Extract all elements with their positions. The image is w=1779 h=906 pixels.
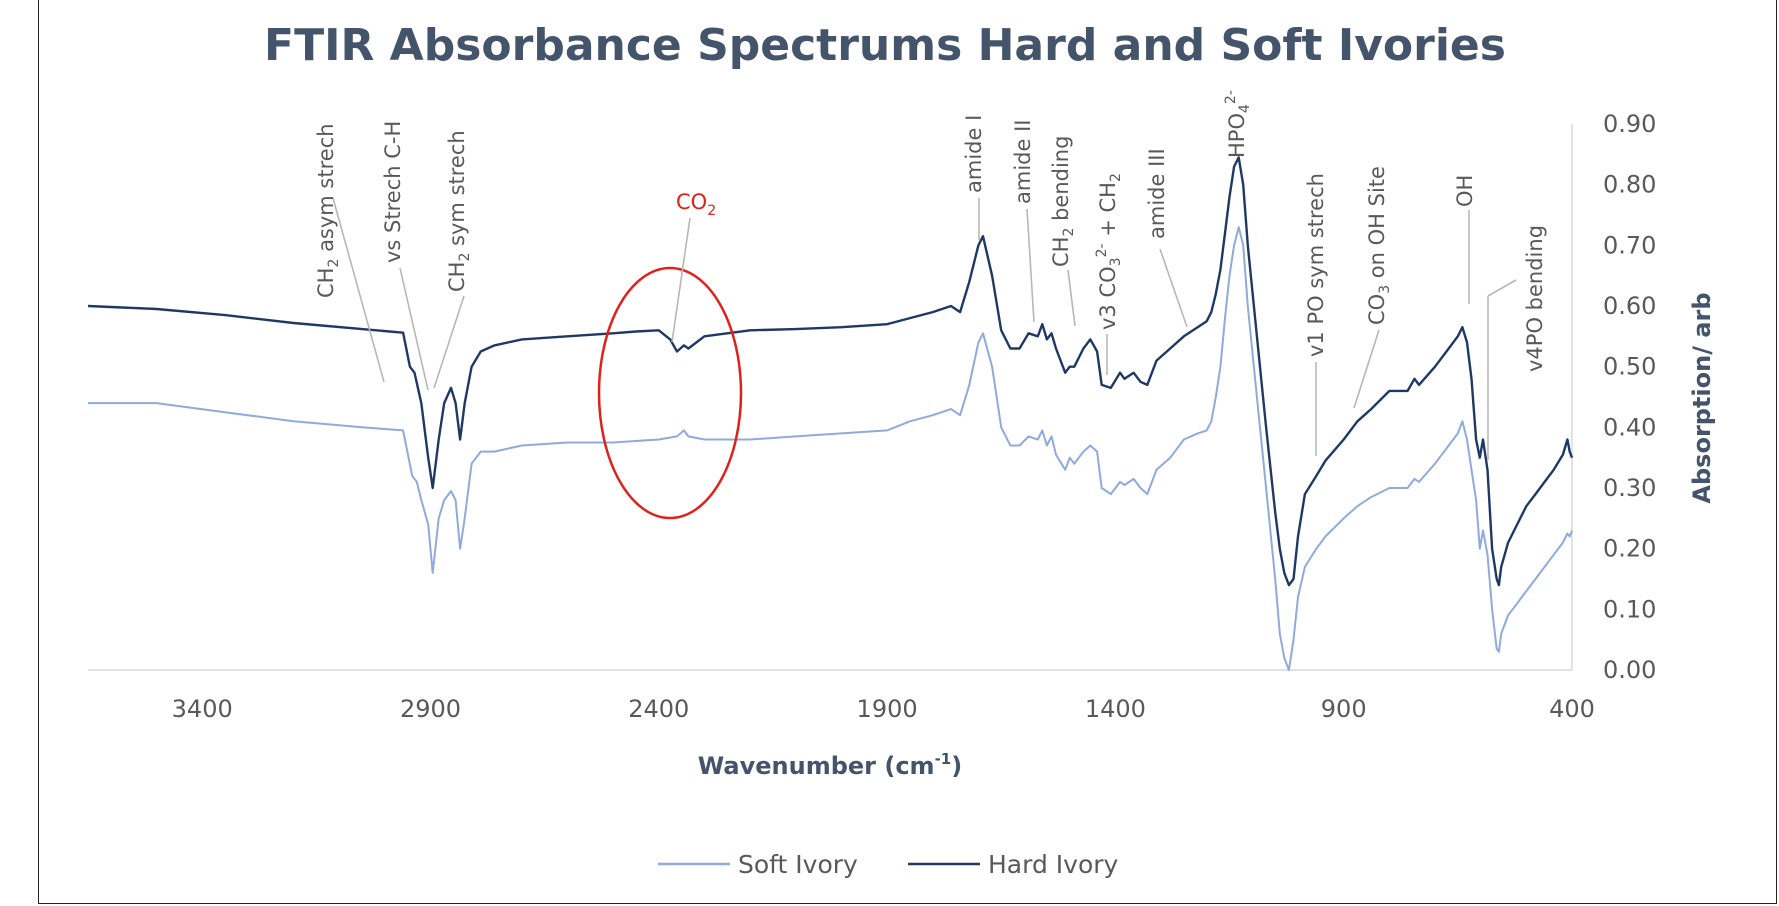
annotation-v1-po: v1 PO sym strech <box>1304 173 1328 357</box>
annotation-hpo4: HPO42- <box>1223 90 1253 158</box>
annotation-ch2-asym: CH2 asym strech <box>314 123 342 298</box>
y-tick-label: 0.70 <box>1603 231 1656 259</box>
annotation-ch2-sym: CH2 sym strech <box>445 130 473 292</box>
annotation-v3-co3: v3 CO32- + CH2 <box>1094 173 1124 330</box>
leader-amide-ii <box>1026 208 1035 323</box>
series-line-soft-ivory <box>88 226 1573 671</box>
annotation-labels: CH2 asym strech vs Strech C-H CH2 sym stre… <box>314 90 1547 372</box>
leader-vs-strech <box>399 267 429 391</box>
annotation-vs-strech: vs Strech C-H <box>381 121 405 263</box>
y-tick-label: 0.30 <box>1603 474 1656 502</box>
y-tick-labels: 0.00 0.10 0.20 0.30 0.40 0.50 0.60 0.70 0.80 0.90 <box>1603 110 1656 684</box>
leader-ch2-sym <box>433 295 465 389</box>
y-tick-label: 0.00 <box>1603 656 1656 684</box>
annotation-oh: OH <box>1453 175 1477 207</box>
annotation-v4po: v4PO bending <box>1523 225 1547 372</box>
leader-amide-iii <box>1159 248 1188 328</box>
x-tick-labels: 3400 2900 2400 1900 1400 900 400 <box>172 695 1595 723</box>
x-tick-label: 2900 <box>400 695 461 723</box>
annotation-amide-ii: amide II <box>1011 120 1035 204</box>
x-tick-label: 1900 <box>857 695 918 723</box>
legend-label-soft: Soft Ivory <box>738 850 858 879</box>
series-line-hard-ivory <box>87 156 1574 587</box>
leader-co3-oh <box>1353 329 1380 409</box>
y-axis-title: Absorption/ arb <box>1688 292 1716 503</box>
y-tick-label: 0.10 <box>1603 595 1656 623</box>
annotation-ch2-bending: CH2 bending <box>1049 136 1077 267</box>
y-tick-label: 0.90 <box>1603 110 1656 138</box>
annotation-amide-i: amide I <box>962 115 986 193</box>
chart-title: FTIR Absorbance Spectrums Hard and Soft … <box>264 20 1506 71</box>
x-tick-label: 900 <box>1321 695 1367 723</box>
x-tick-label: 1400 <box>1085 695 1146 723</box>
x-axis-title: Wavenumber (cm-1) <box>698 750 962 780</box>
y-tick-label: 0.80 <box>1603 171 1656 199</box>
y-tick-label: 0.40 <box>1603 413 1656 441</box>
x-tick-label: 2400 <box>628 695 689 723</box>
leader-ch2-bending <box>1067 269 1076 327</box>
x-axis-title-sup: -1 <box>935 750 952 768</box>
co2-leader <box>671 217 691 343</box>
y-tick-label: 0.50 <box>1603 353 1656 381</box>
y-tick-label: 0.60 <box>1603 292 1656 320</box>
co2-highlight-circle <box>597 266 743 520</box>
co2-label-sub: 2 <box>707 203 716 219</box>
legend: Soft Ivory Hard Ivory <box>658 850 1119 879</box>
annotation-amide-iii: amide III <box>1145 148 1169 239</box>
annotation-co3-oh: CO3 on OH Site <box>1365 166 1393 325</box>
leader-ch2-asym <box>332 197 385 383</box>
leader-v4po <box>1487 279 1517 297</box>
co2-label: CO2 <box>676 190 716 219</box>
y-tick-label: 0.20 <box>1603 535 1656 563</box>
x-tick-label: 3400 <box>172 695 233 723</box>
annotation-leaders <box>332 197 1517 460</box>
legend-label-hard: Hard Ivory <box>988 850 1119 879</box>
series-group <box>87 156 1574 671</box>
chart-frame <box>38 0 1777 904</box>
x-tick-label: 400 <box>1549 695 1595 723</box>
